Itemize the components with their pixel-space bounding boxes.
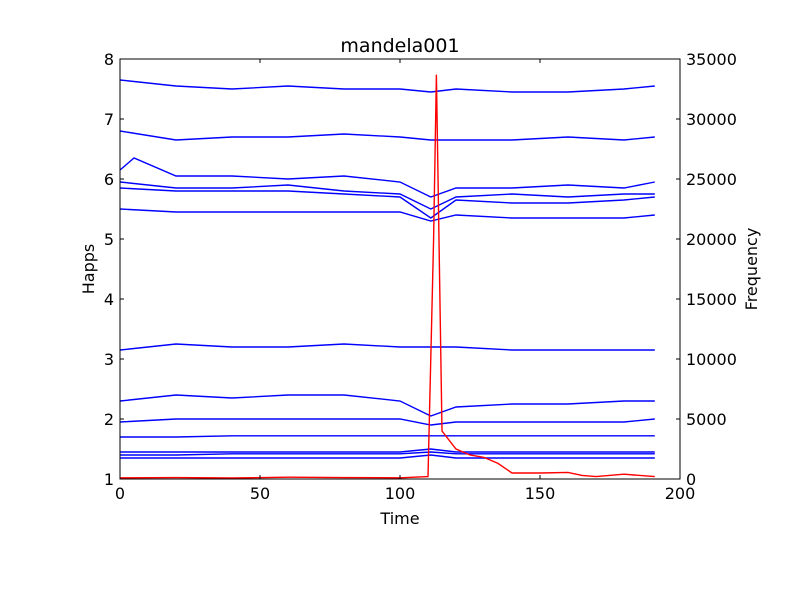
happs-series-line-9	[119, 418, 655, 426]
y2-tick-label: 0	[686, 470, 696, 489]
happs-series-line-8	[119, 394, 655, 417]
happs-series-line-7	[119, 343, 655, 351]
y-axis-label: Happs	[79, 244, 98, 294]
happs-series-line-11	[120, 448, 655, 453]
y2-tick-label: 5000	[686, 410, 727, 429]
x-axis-label: Time	[379, 509, 419, 528]
happs-series-line-5	[119, 187, 655, 219]
ticks-layer: 0 50 100 150 200 1 2 3 4 5 6 7 8 0 5000 10000 15000 20000…	[104, 50, 737, 503]
y2-tick-label: 15000	[686, 290, 737, 309]
happs-series-line-10	[120, 435, 655, 438]
series-layer	[119, 79, 655, 459]
y2-tick-label: 20000	[686, 230, 737, 249]
y-tick-label: 3	[104, 350, 114, 369]
happs-series-line-4	[119, 181, 655, 210]
y2-tick-label: 10000	[686, 350, 737, 369]
happs-series-line-13	[120, 454, 655, 459]
y2-tick-label: 25000	[686, 170, 737, 189]
x-tick-label: 200	[665, 484, 696, 503]
happs-series-line-1	[119, 79, 655, 93]
x-tick-label: 0	[115, 484, 125, 503]
chart-title: mandela001	[340, 35, 459, 57]
happs-series-line-12	[120, 451, 655, 456]
y-tick-label: 2	[104, 410, 114, 429]
y-tick-label: 7	[104, 110, 114, 129]
happs-series-line-3	[119, 157, 655, 198]
y2-tick-label: 35000	[686, 50, 737, 69]
frequency-series-line	[119, 74, 655, 479]
x-tick-label: 100	[385, 484, 416, 503]
happs-series-line-6	[119, 208, 655, 222]
x-tick-label: 150	[525, 484, 556, 503]
y2-axis-label: Frequency	[742, 228, 761, 311]
y-tick-label: 8	[104, 50, 114, 69]
frequency-layer	[119, 74, 655, 479]
x-tick-label: 50	[250, 484, 270, 503]
happs-series-line-2	[119, 130, 655, 141]
y-tick-label: 1	[104, 470, 114, 489]
plot-frame	[119, 58, 681, 480]
y-tick-label: 6	[104, 170, 114, 189]
y-tick-label: 4	[104, 290, 114, 309]
y-tick-label: 5	[104, 230, 114, 249]
y2-tick-label: 30000	[686, 110, 737, 129]
